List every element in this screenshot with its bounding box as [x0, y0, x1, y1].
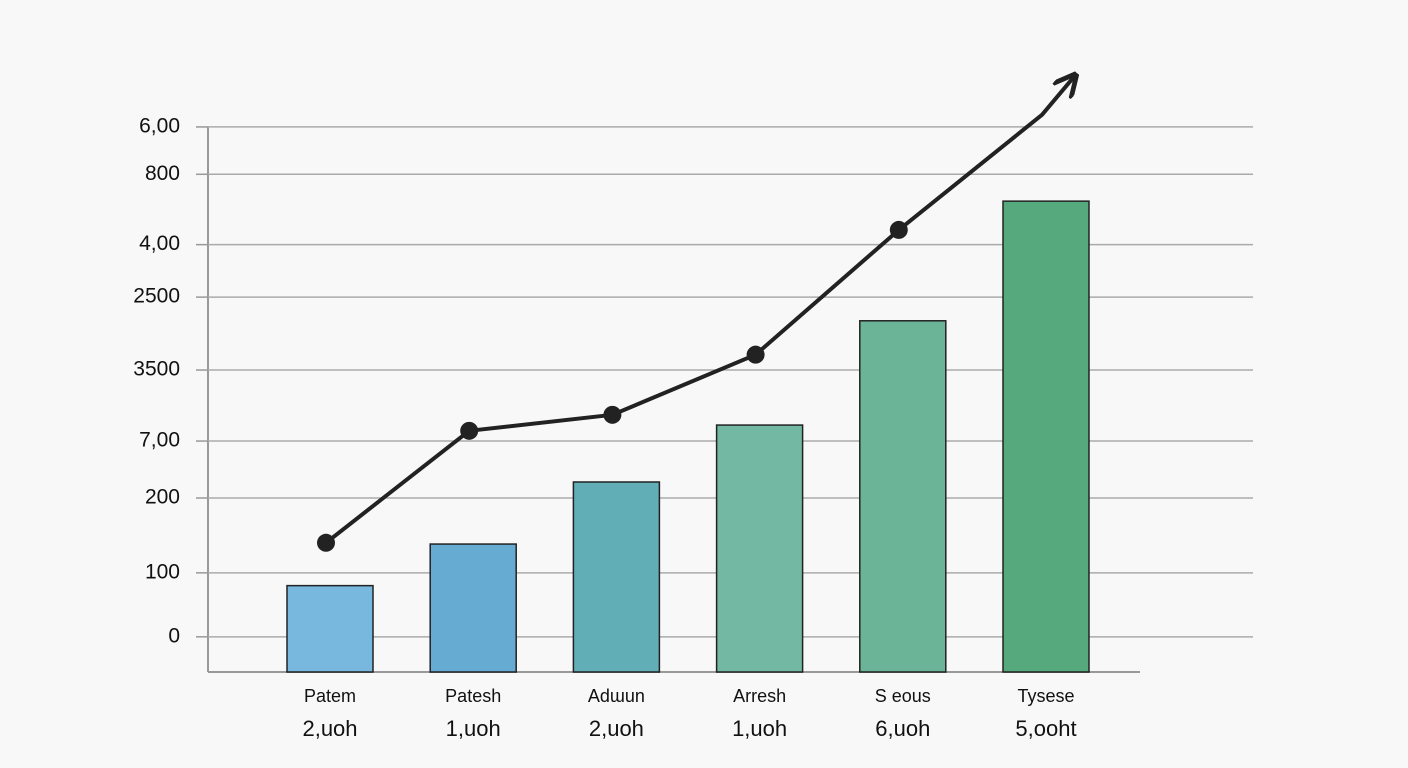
y-tick-label: 100	[145, 560, 180, 583]
x-tick-label: Arresh	[733, 686, 786, 706]
x-tick-label: Patesh	[445, 686, 501, 706]
bar	[572, 481, 661, 673]
x-tick-label: S eous	[875, 686, 931, 706]
x-sublabel: 1,uoh	[446, 716, 501, 741]
y-tick-label: 4,00	[139, 232, 180, 255]
x-sublabel: 2,uoh	[302, 716, 357, 741]
y-tick-label: 3500	[133, 358, 180, 381]
x-tick-label: Patem	[304, 686, 356, 706]
x-tick-label: Tysese	[1017, 686, 1074, 706]
y-tick-label: 800	[145, 162, 180, 185]
trend-point	[460, 421, 479, 440]
x-tick-label: Adɯun	[588, 686, 645, 706]
bar	[429, 543, 517, 673]
x-sublabel: 1,uoh	[732, 716, 787, 741]
trend-point	[889, 220, 908, 239]
trend-point	[317, 533, 335, 552]
trend-line	[324, 77, 1074, 545]
x-sublabel: 6,uoh	[875, 716, 930, 741]
y-tick-label: 7,00	[139, 429, 180, 452]
trend-point	[746, 345, 765, 364]
trend-point	[603, 405, 622, 424]
y-tick-label: 200	[145, 486, 180, 509]
x-sublabel: 2,uoh	[589, 716, 644, 741]
y-tick-label: 0	[168, 624, 180, 647]
bar	[859, 320, 947, 673]
bar	[286, 584, 374, 673]
y-tick-label: 2500	[133, 285, 180, 308]
bar	[1002, 200, 1090, 673]
bar	[715, 424, 804, 673]
y-tick-label: 6,00	[139, 114, 180, 137]
x-sublabel: 5,ooht	[1015, 716, 1076, 741]
